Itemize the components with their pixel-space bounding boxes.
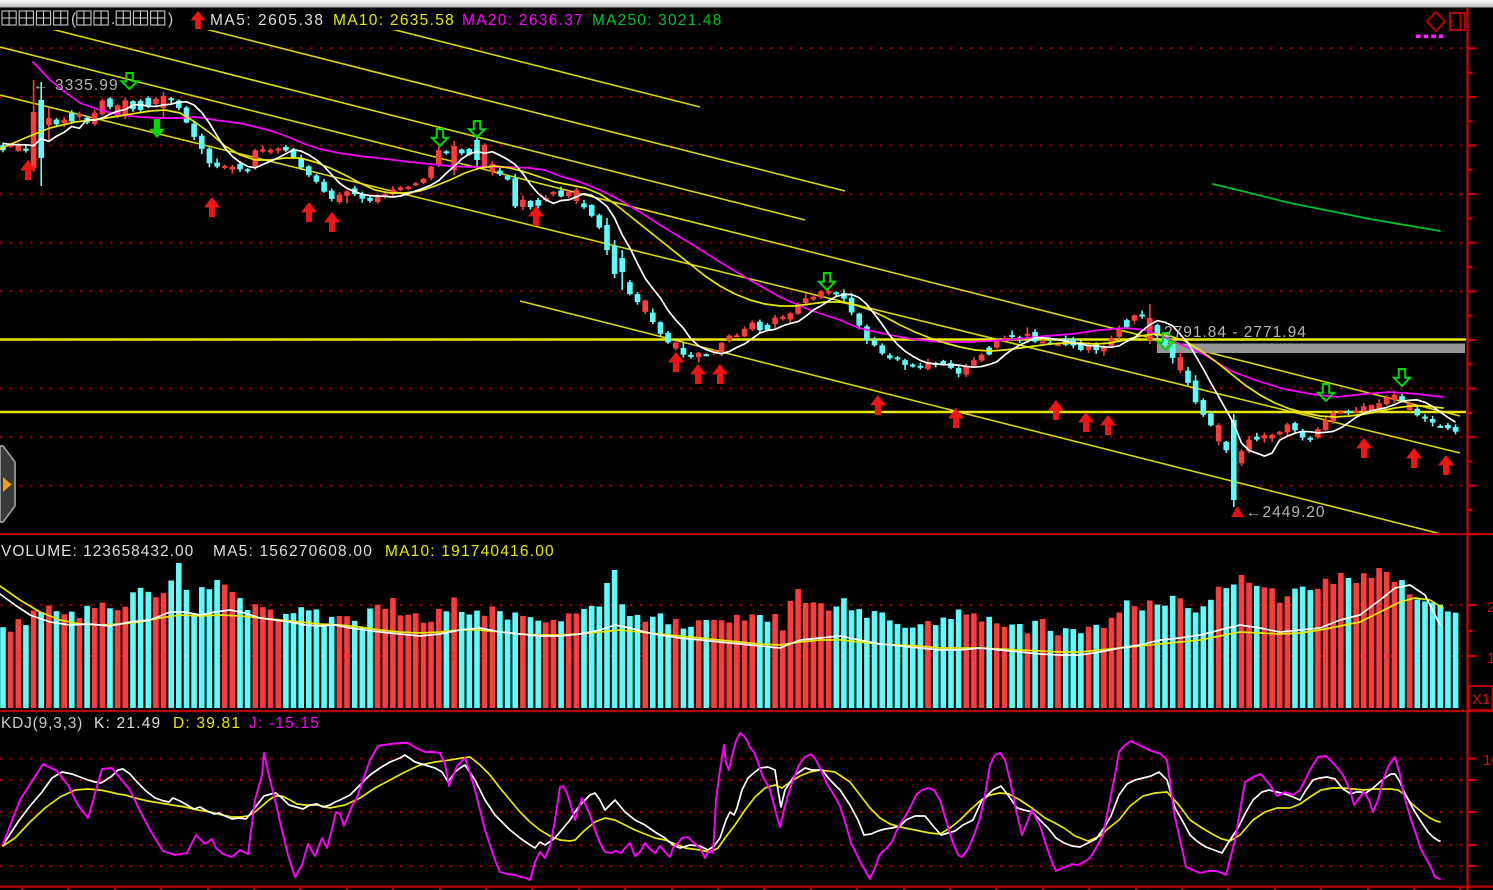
svg-text:MA10: 2635.58: MA10: 2635.58 [333,12,455,29]
svg-text:← 3335.99: ← 3335.99 [33,77,119,94]
svg-text:.: . [111,11,115,28]
svg-text:MA5: 2605.38: MA5: 2605.38 [210,12,325,29]
svg-text:1: 1 [1487,650,1493,667]
svg-text:2: 2 [1487,599,1493,616]
svg-text:10: 10 [1483,752,1493,769]
svg-text:MA5: 156270608.00: MA5: 156270608.00 [213,543,373,560]
svg-text:X1: X1 [1472,691,1490,708]
svg-text:MA250: 3021.48: MA250: 3021.48 [592,12,723,29]
svg-text:K: 21.49: K: 21.49 [94,715,161,732]
svg-text:KDJ(9,3,3): KDJ(9,3,3) [1,715,83,732]
svg-text:MA20: 2636.37: MA20: 2636.37 [462,12,584,29]
svg-text:2791.84 - 2771.94: 2791.84 - 2771.94 [1164,324,1307,341]
svg-text:(: ( [71,11,77,28]
svg-text:J: -15.15: J: -15.15 [249,715,320,732]
svg-text:←2449.20: ←2449.20 [1246,504,1326,521]
svg-text:): ) [168,11,173,28]
svg-text:D: 39.81: D: 39.81 [173,715,241,732]
svg-text:VOLUME: 123658432.00: VOLUME: 123658432.00 [1,543,194,560]
svg-text:MA10: 191740416.00: MA10: 191740416.00 [385,543,555,560]
